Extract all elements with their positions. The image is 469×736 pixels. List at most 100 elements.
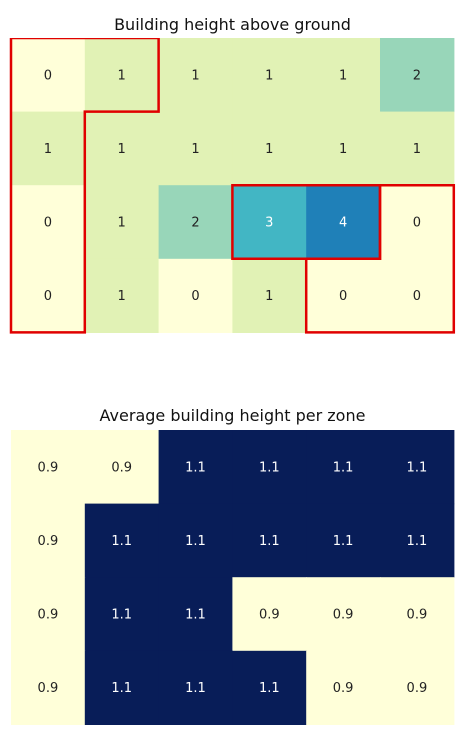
average-label-r3-c1: 1.1 [111, 681, 132, 696]
height-label-r1-c4: 1 [339, 142, 347, 157]
average-cell-r2-c1 [84, 577, 160, 652]
average-label-r0-c1: 0.9 [111, 460, 132, 475]
height-cell-r2-c0 [11, 185, 86, 260]
height-cell-r3-c2 [158, 258, 233, 333]
average-label-r2-c2: 1.1 [185, 608, 206, 623]
average-cell-r1-c1 [84, 503, 160, 578]
average-label-r0-c4: 1.1 [333, 460, 354, 475]
average-cell-r0-c5 [380, 430, 455, 505]
height-cell-r1-c3 [232, 111, 307, 186]
average-label-r3-c4: 0.9 [333, 681, 354, 696]
average-label-r0-c3: 1.1 [259, 460, 280, 475]
chart-title-building-height: Building height above ground [114, 15, 351, 34]
average-cell-r0-c2 [158, 430, 233, 505]
height-cell-r0-c1 [84, 38, 160, 113]
average-cell-r0-c4 [306, 430, 381, 505]
height-label-r3-c1: 1 [118, 289, 126, 304]
heatmap-average-height: 0.9 0.9 1.1 1.1 1.1 1.1 0.9 1.1 1.1 1.1 1.1 1.1 0.9 1… [11, 430, 455, 725]
height-cell-r0-c4 [306, 38, 381, 113]
height-cell-r0-c0 [11, 38, 86, 113]
average-label-r2-c1: 1.1 [111, 608, 132, 623]
average-label-r1-c1: 1.1 [111, 534, 132, 549]
height-label-r0-c1: 1 [118, 68, 126, 83]
height-cell-r2-c2 [158, 185, 233, 260]
height-label-r3-c4: 0 [339, 289, 347, 304]
zone-outline-1 [9, 38, 160, 334]
height-label-r0-c5: 2 [413, 68, 421, 83]
average-label-r0-c5: 1.1 [407, 460, 428, 475]
average-cell-r1-c0 [11, 503, 86, 578]
average-label-r3-c5: 0.9 [407, 681, 428, 696]
height-label-r2-c1: 1 [118, 216, 126, 231]
average-cell-r2-c3 [232, 577, 307, 652]
height-cell-r3-c3 [232, 258, 307, 333]
height-label-r1-c3: 1 [265, 142, 273, 157]
average-cell-r3-c2 [158, 650, 233, 725]
height-cell-r2-c5 [380, 185, 455, 260]
height-label-r3-c3: 1 [265, 289, 273, 304]
height-cell-r3-c1 [84, 258, 160, 333]
average-cell-r1-c2 [158, 503, 233, 578]
average-cell-r2-c4 [306, 577, 381, 652]
average-label-r0-c2: 1.1 [185, 460, 206, 475]
height-cell-r2-c1 [84, 185, 160, 260]
average-cell-r3-c4 [306, 650, 381, 725]
average-cell-r0-c1 [84, 430, 160, 505]
average-label-r1-c2: 1.1 [185, 534, 206, 549]
average-cell-r3-c5 [380, 650, 455, 725]
average-label-r3-c3: 1.1 [259, 681, 280, 696]
average-label-r1-c0: 0.9 [38, 534, 59, 549]
average-cell-r3-c3 [232, 650, 307, 725]
height-label-r2-c3: 3 [265, 216, 273, 231]
height-label-r1-c1: 1 [118, 142, 126, 157]
average-cell-r3-c0 [11, 650, 86, 725]
height-label-r2-c2: 2 [191, 216, 199, 231]
height-label-r1-c5: 1 [413, 142, 421, 157]
average-label-r2-c3: 0.9 [259, 608, 280, 623]
height-label-r0-c3: 1 [265, 68, 273, 83]
height-cell-r1-c0 [11, 111, 86, 186]
average-label-r1-c3: 1.1 [259, 534, 280, 549]
average-cell-r0-c3 [232, 430, 307, 505]
height-label-r0-c4: 1 [339, 68, 347, 83]
height-cell-r1-c1 [84, 111, 160, 186]
height-cell-r0-c2 [158, 38, 233, 113]
average-label-r2-c0: 0.9 [38, 608, 59, 623]
height-cell-r3-c5 [380, 258, 455, 333]
average-cell-r0-c0 [11, 430, 86, 505]
average-cell-r2-c0 [11, 577, 86, 652]
height-label-r1-c2: 1 [191, 142, 199, 157]
height-cell-r0-c3 [232, 38, 307, 113]
average-cell-r1-c4 [306, 503, 381, 578]
chart-title-average-height: Average building height per zone [99, 406, 366, 425]
average-label-r2-c4: 0.9 [333, 608, 354, 623]
height-label-r0-c2: 1 [191, 68, 199, 83]
height-cell-r1-c2 [158, 111, 233, 186]
height-label-r2-c0: 0 [44, 216, 52, 231]
height-cell-r3-c4 [306, 258, 381, 333]
height-label-r3-c0: 0 [44, 289, 52, 304]
average-cell-r2-c5 [380, 577, 455, 652]
average-label-r2-c5: 0.9 [407, 608, 428, 623]
height-label-r2-c4: 4 [339, 216, 347, 231]
average-label-r0-c0: 0.9 [38, 460, 59, 475]
average-cell-r1-c5 [380, 503, 455, 578]
average-label-r3-c0: 0.9 [38, 681, 59, 696]
height-cell-r2-c4 [306, 185, 381, 260]
height-cell-r0-c5 [380, 38, 455, 113]
height-label-r1-c0: 1 [44, 142, 52, 157]
height-label-r3-c2: 0 [191, 289, 199, 304]
average-cell-r3-c1 [84, 650, 160, 725]
height-cell-r3-c0 [11, 258, 86, 333]
height-cell-r1-c4 [306, 111, 381, 186]
height-cell-r1-c5 [380, 111, 455, 186]
average-cell-r1-c3 [232, 503, 307, 578]
height-label-r0-c0: 0 [44, 68, 52, 83]
average-label-r1-c5: 1.1 [407, 534, 428, 549]
height-cell-r2-c3 [232, 185, 307, 260]
average-label-r1-c4: 1.1 [333, 534, 354, 549]
average-label-r3-c2: 1.1 [185, 681, 206, 696]
height-label-r2-c5: 0 [413, 216, 421, 231]
average-cell-r2-c2 [158, 577, 233, 652]
zone-outline-3 [304, 183, 456, 334]
